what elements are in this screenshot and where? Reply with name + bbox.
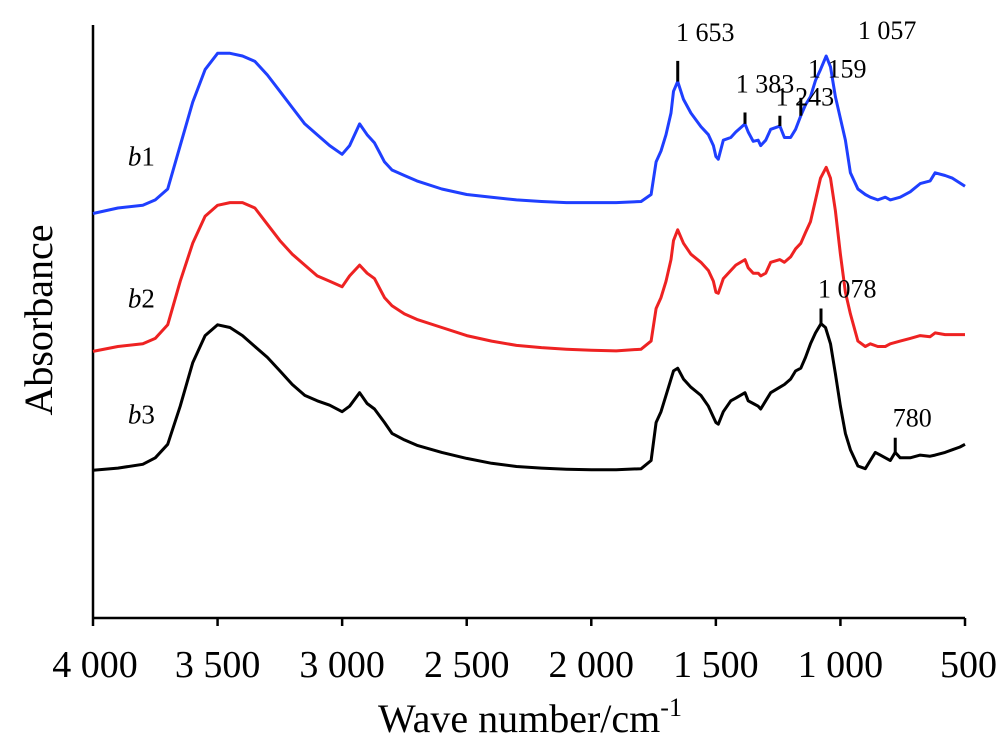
series-line-b2 bbox=[92, 165, 965, 353]
series-line-b1 bbox=[92, 51, 966, 215]
series-label-b3: b3 bbox=[128, 400, 155, 430]
x-tick-label: 1 500 bbox=[673, 644, 759, 686]
x-tick-label: 3 000 bbox=[299, 644, 385, 686]
peak-label: 1 383 bbox=[736, 69, 795, 98]
x-tick-label: 3 500 bbox=[175, 644, 261, 686]
series-group bbox=[92, 51, 966, 472]
series-label-number: 2 bbox=[141, 283, 155, 313]
x-tick-label: 1 000 bbox=[798, 644, 884, 686]
x-tick-label: 2 000 bbox=[549, 644, 635, 686]
x-tick-label: 500 bbox=[940, 644, 997, 686]
series-label-letter: b bbox=[128, 142, 142, 172]
series-label-letter: b bbox=[128, 283, 142, 313]
peak-label: 1 159 bbox=[808, 55, 867, 84]
y-axis-title: Absorbance bbox=[16, 224, 61, 415]
series-label-number: 3 bbox=[141, 400, 155, 430]
x-axis-title: Wave number/cm-1 bbox=[378, 693, 682, 741]
x-axis-title-main: Wave number/cm bbox=[378, 696, 660, 741]
peak-label: 1 057 bbox=[858, 16, 917, 45]
x-ticks: 4 000 3 500 3 000 2 500 2 000 1 500 1 000 500 bbox=[52, 618, 997, 686]
series-label-letter: b bbox=[128, 400, 142, 430]
series-label-b1: b1 bbox=[128, 142, 155, 172]
series-line-b3 bbox=[92, 322, 966, 472]
axes bbox=[91, 25, 965, 620]
x-axis-title-superscript: -1 bbox=[660, 693, 682, 722]
peak-label: 1 653 bbox=[676, 18, 735, 47]
x-tick-label: 2 500 bbox=[424, 644, 510, 686]
series-label-b2: b2 bbox=[128, 283, 155, 313]
series-label-number: 1 bbox=[141, 142, 155, 172]
x-tick-label: 4 000 bbox=[52, 644, 138, 686]
peak-label: 1 078 bbox=[818, 275, 877, 304]
peak-label: 1 243 bbox=[776, 82, 835, 111]
peak-label: 780 bbox=[893, 403, 932, 432]
